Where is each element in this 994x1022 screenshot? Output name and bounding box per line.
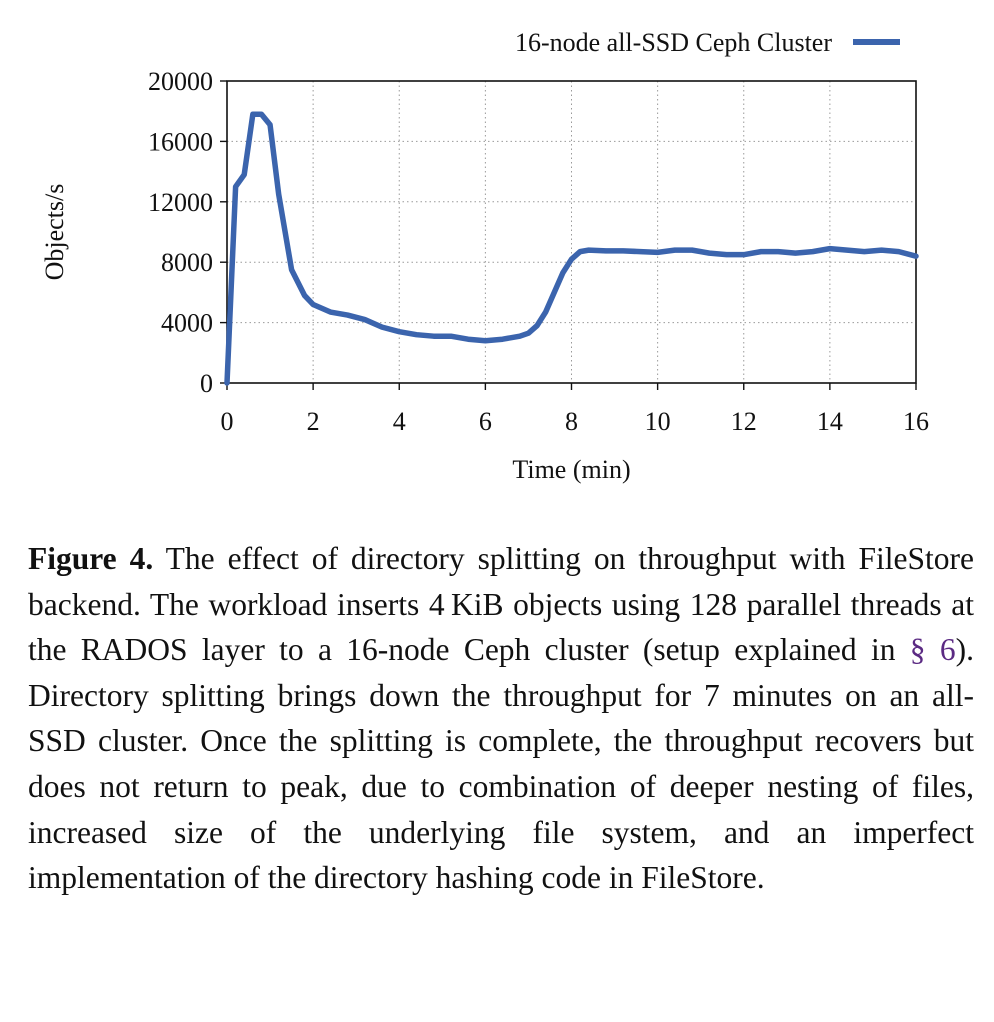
axis-ticks: 0 2 4 6 8 10 12 14 16 0 4000 8000 12000 16000 20000 bbox=[148, 67, 929, 436]
y-tick-label-1: 4000 bbox=[161, 309, 213, 338]
caption-text-part-1: The effect of directory splitting on thr… bbox=[28, 541, 975, 668]
x-tick-label-4: 8 bbox=[565, 407, 578, 436]
x-tick-label-5: 10 bbox=[645, 407, 671, 436]
legend-label-series-1: 16-node all-SSD Ceph Cluster bbox=[515, 28, 832, 57]
x-tick-label-1: 2 bbox=[307, 407, 320, 436]
series-layer bbox=[224, 111, 919, 386]
y-tick-label-3: 12000 bbox=[148, 188, 213, 217]
x-tick-label-3: 6 bbox=[479, 407, 492, 436]
series-line-1 bbox=[224, 111, 919, 386]
x-tick-label-6: 12 bbox=[731, 407, 757, 436]
grid-lines bbox=[227, 81, 916, 383]
caption-text-part-2: ). Directory splitting brings down the t… bbox=[28, 632, 974, 896]
figure-caption: Figure 4. The effect of directory splitt… bbox=[28, 536, 974, 901]
x-axis-title: Time (min) bbox=[512, 455, 630, 484]
x-tick-label-2: 4 bbox=[393, 407, 406, 436]
x-tick-label-7: 14 bbox=[817, 407, 843, 436]
legend: 16-node all-SSD Ceph Cluster bbox=[515, 28, 900, 57]
y-tick-label-4: 16000 bbox=[148, 127, 213, 156]
y-tick-label-0: 0 bbox=[200, 369, 213, 398]
x-tick-label-8: 16 bbox=[903, 407, 929, 436]
x-tick-label-0: 0 bbox=[221, 407, 234, 436]
section-reference-link[interactable]: § 6 bbox=[909, 632, 956, 668]
throughput-chart: 0 2 4 6 8 10 12 14 16 0 4000 8000 12000 16000 20000 Ti… bbox=[40, 28, 929, 484]
y-axis-title: Objects/s bbox=[40, 184, 69, 281]
figure-label: Figure 4. bbox=[28, 541, 154, 576]
y-tick-label-5: 20000 bbox=[148, 67, 213, 96]
y-tick-label-2: 8000 bbox=[161, 248, 213, 277]
